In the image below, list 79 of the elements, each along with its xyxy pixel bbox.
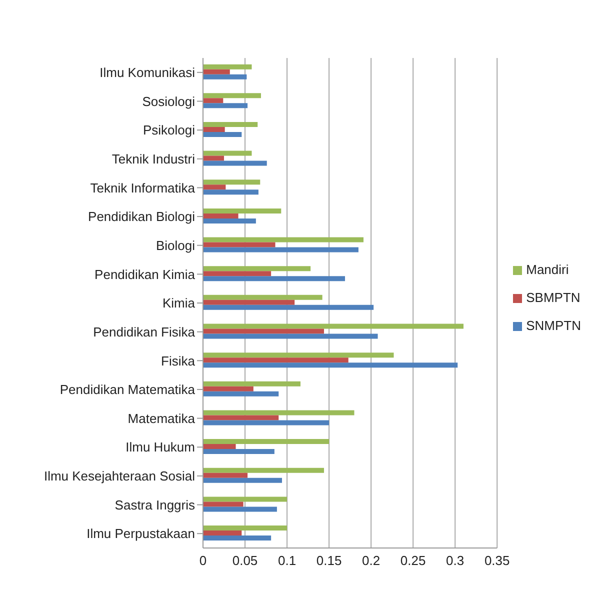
bar xyxy=(203,415,279,420)
y-tick-label: Pendidikan Matematika xyxy=(60,382,196,398)
bar xyxy=(203,410,354,416)
bar xyxy=(203,247,358,252)
bar xyxy=(203,496,288,502)
bar xyxy=(203,126,225,132)
bar xyxy=(203,362,458,368)
bar xyxy=(203,276,346,282)
x-tick-label: 0.05 xyxy=(232,553,258,568)
bar xyxy=(203,237,364,242)
y-tick-label: Teknik Informatika xyxy=(90,180,196,196)
bar xyxy=(203,98,224,104)
bar xyxy=(203,300,295,305)
bar xyxy=(203,213,238,218)
bar xyxy=(203,391,279,396)
bar xyxy=(203,502,244,507)
bar xyxy=(203,74,247,80)
y-tick-label: Sosiologi xyxy=(142,94,196,109)
x-tick-label: 0.35 xyxy=(484,553,510,568)
y-tick-label: Ilmu Kesejahteraan Sosial xyxy=(44,468,196,484)
bar xyxy=(203,64,252,70)
bar xyxy=(203,381,300,386)
y-tick-label: Fisika xyxy=(161,353,196,368)
bar xyxy=(203,536,272,541)
bar xyxy=(203,103,248,108)
x-tick-label: 0.25 xyxy=(400,553,426,568)
y-tick-label: Ilmu Perpustakaan xyxy=(86,526,195,542)
y-tick-label: Ilmu Komunikasi xyxy=(100,65,196,80)
bar xyxy=(203,530,242,536)
bar xyxy=(203,334,378,339)
x-tick-label: 0.2 xyxy=(362,553,380,568)
bar xyxy=(203,218,256,224)
y-tick-label: Pendidikan Fisika xyxy=(93,324,196,340)
y-tick-label: Kimia xyxy=(162,296,196,311)
bar xyxy=(203,358,348,363)
y-tick-label: Matematika xyxy=(128,410,196,426)
bar xyxy=(203,324,464,329)
bar xyxy=(203,328,324,334)
bar xyxy=(203,444,236,450)
y-tick-label: Ilmu Hukum xyxy=(126,440,195,455)
x-tick-label: 0.3 xyxy=(446,553,464,568)
bar xyxy=(203,472,248,478)
bar xyxy=(203,449,274,454)
bar xyxy=(203,93,261,98)
bar xyxy=(203,478,282,483)
bar xyxy=(203,386,254,392)
y-tick-label: Pendidikan Kimia xyxy=(94,266,196,282)
bar xyxy=(203,122,258,127)
y-tick-label: Sastra Inggris xyxy=(114,497,196,512)
bar xyxy=(203,132,242,137)
bar xyxy=(203,242,276,248)
x-tick-label: 0.15 xyxy=(316,553,342,568)
y-tick-label: Biologi xyxy=(156,238,196,253)
y-tick-label: Teknik Industri xyxy=(112,151,196,166)
bar xyxy=(203,294,322,300)
legend-label: Mandiri xyxy=(526,262,569,277)
bar xyxy=(203,190,258,195)
bar xyxy=(203,506,277,512)
bar xyxy=(203,271,272,276)
y-tick-label: Pendidikan Biologi xyxy=(88,209,196,224)
bar xyxy=(203,150,252,156)
bar xyxy=(203,352,394,358)
bar xyxy=(203,526,288,531)
x-tick-label: 0 xyxy=(199,553,207,568)
legend-label: SNMPTN xyxy=(526,318,581,333)
bar xyxy=(203,69,230,74)
bar xyxy=(203,180,260,185)
bar xyxy=(203,468,324,473)
bar xyxy=(203,420,330,426)
x-tick-label: 0.1 xyxy=(278,553,296,568)
bar xyxy=(203,208,282,214)
bar xyxy=(203,439,330,444)
bar xyxy=(203,156,224,161)
bar xyxy=(203,266,311,272)
y-tick-label: Psikologi xyxy=(142,122,196,138)
bar xyxy=(203,304,374,310)
legend-label: SBMPTN xyxy=(526,290,580,305)
bar xyxy=(203,184,226,190)
bar xyxy=(203,160,267,166)
